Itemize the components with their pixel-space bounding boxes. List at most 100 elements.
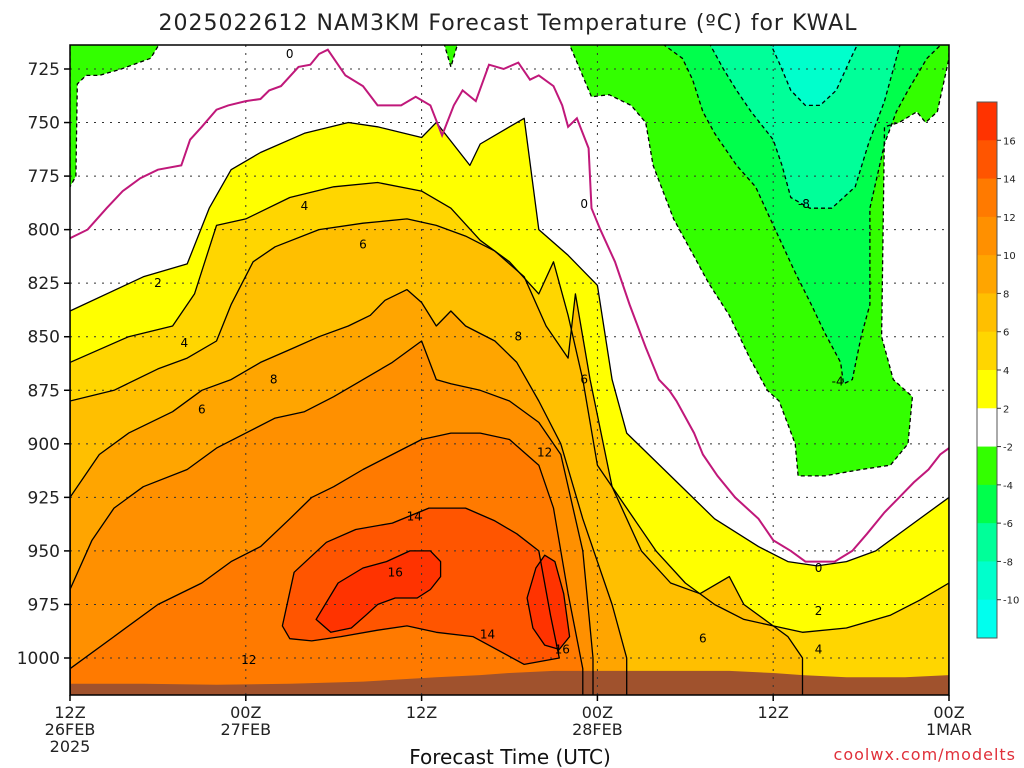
temp-zone-11 (70, 45, 159, 187)
contour-line-2 (70, 181, 949, 695)
colorbar-tick-label: 10 (1003, 251, 1016, 262)
temp-zone-16 (70, 670, 949, 695)
temp-zone-14 (710, 45, 900, 209)
colorbar-tick-label: -8 (1003, 557, 1013, 568)
y-tick-label: 850 (28, 328, 60, 348)
x-tick-label: 12Z (758, 703, 789, 722)
colorbar-band (977, 484, 997, 524)
y-tick-label: 750 (28, 114, 60, 134)
colorbar-band (977, 216, 997, 256)
colorbar-tick-label: 14 (1003, 175, 1016, 186)
colorbar-band (977, 523, 997, 562)
contour-line-5 (70, 340, 594, 695)
contour-line-1 (70, 117, 949, 695)
colorbar-tick-label: 2 (1003, 404, 1009, 415)
colorbar-band (977, 331, 997, 371)
contour-label: 8 (270, 373, 278, 387)
y-tick-label: 950 (28, 542, 60, 562)
contour-line-7 (281, 507, 560, 666)
x-tick-label: 28FEB (572, 720, 623, 739)
y-tick-label: 925 (28, 488, 60, 508)
contour-line-9 (526, 554, 571, 651)
temp-zone-8 (316, 550, 441, 633)
x-tick-label: 12Z (406, 703, 437, 722)
colorbar: 16 14 12 10 8 6 4 2 -2 -4 -6 -8 -10 (976, 101, 1019, 639)
contour-line-6 (70, 432, 584, 695)
y-tick-label: 800 (28, 221, 60, 241)
colorbar-band (977, 561, 997, 601)
contour-line-14 (709, 45, 901, 209)
y-tick-label: 775 (28, 167, 60, 187)
contour-label: 8 (514, 330, 522, 344)
contour-line-4 (70, 288, 628, 695)
temperature-field (70, 45, 949, 695)
colorbar-tick-label: -10 (1003, 596, 1019, 607)
x-tick-label: 2025 (50, 737, 91, 756)
x-tick-label: 00Z (230, 703, 261, 722)
colorbar-band (977, 140, 997, 180)
contour-label: 2 (815, 604, 823, 618)
contour-label: 12 (241, 653, 256, 667)
y-tick-label: 1000 (17, 649, 60, 669)
credit-text[interactable]: coolwx.com/modelts (834, 745, 1016, 764)
contour-label: 14 (407, 510, 422, 524)
colorbar-band (977, 255, 997, 294)
y-tick-label: 900 (28, 435, 60, 455)
y-tick-label: 825 (28, 274, 60, 294)
contour-line-12 (443, 45, 459, 68)
contour-label: 0 (286, 47, 294, 61)
temp-zone-15 (771, 45, 858, 106)
colorbar-band (977, 102, 997, 141)
contour-label: 4 (815, 642, 823, 656)
contour-line-11 (70, 45, 160, 188)
contour-line-3 (70, 218, 804, 695)
colorbar-tick-label: 4 (1003, 366, 1009, 377)
contour-line-13 (663, 45, 942, 385)
contour-line-8 (315, 550, 442, 633)
colorbar-band (977, 293, 997, 333)
y-axis: 725 750 775 800 825 850 875 900 925 950 975 1000 (17, 60, 70, 669)
contour-label: 16 (388, 565, 403, 579)
contour-label: 14 (480, 627, 495, 641)
y-tick-label: 975 (28, 595, 60, 615)
plot-frame (69, 44, 950, 696)
contour-label: 4 (180, 336, 188, 350)
y-tick-label: 875 (28, 381, 60, 401)
x-tick-label: 1MAR (926, 720, 972, 739)
freezing-line (70, 48, 949, 563)
contour-label: 6 (699, 632, 707, 646)
x-tick-label: 26FEB (45, 720, 96, 739)
colorbar-band (977, 370, 997, 409)
contour-label: 2 (154, 276, 162, 290)
contour-label: 0 (580, 197, 588, 211)
colorbar-tick-label: -6 (1003, 519, 1013, 530)
contour-labels: 0 0 0 -8 -4 2 2 4 4 4 6 6 6 6 8 8 12 12 14 14 16 16 (154, 47, 844, 667)
temp-zone-12 (444, 45, 458, 67)
y-tick-label: 725 (28, 60, 60, 80)
colorbar-tick-label: 6 (1003, 328, 1009, 339)
colorbar-tick-label: 16 (1003, 136, 1016, 147)
contour-label: -8 (798, 197, 810, 211)
x-tick-label: 00Z (582, 703, 613, 722)
colorbar-band (977, 446, 997, 486)
x-tick-label: 27FEB (220, 720, 271, 739)
colorbar-band (977, 178, 997, 218)
colorbar-band (977, 408, 997, 448)
colorbar-tick-label: 12 (1003, 213, 1016, 224)
colorbar-tick-label: -4 (1003, 481, 1013, 492)
contour-label: 16 (555, 642, 570, 656)
chart-title: 2025022612 NAM3KM Forecast Temperature (… (159, 11, 858, 36)
colorbar-tick-label: 8 (1003, 289, 1009, 300)
x-tick-label: 00Z (933, 703, 964, 722)
contour-label: 6 (580, 373, 588, 387)
contour-label: -4 (832, 375, 844, 389)
contour-label: 0 (815, 561, 823, 575)
contour-label: 4 (301, 199, 309, 213)
x-tick-label: 12Z (54, 703, 85, 722)
colorbar-tick-label: -2 (1003, 443, 1013, 454)
x-axis-label: Forecast Time (UTC) (409, 745, 611, 768)
colorbar-band (977, 599, 997, 639)
contour-label: 6 (198, 403, 206, 417)
